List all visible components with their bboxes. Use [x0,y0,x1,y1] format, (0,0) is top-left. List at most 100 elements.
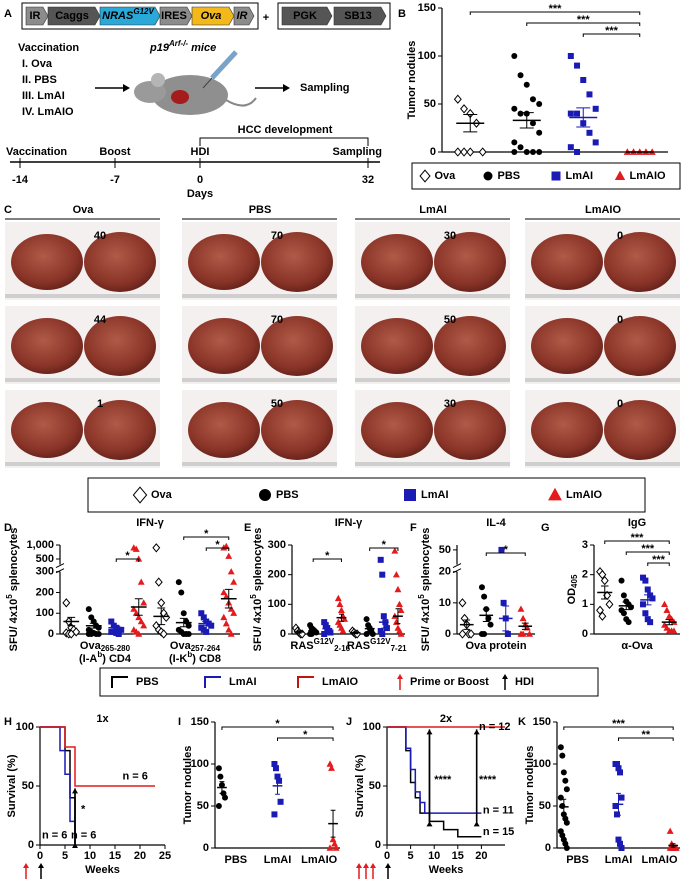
data-point [511,105,518,112]
data-point [460,104,468,114]
text-part: b [97,650,102,659]
sampling-label: Sampling [300,82,350,94]
data-point [640,601,647,608]
x-tick-label: 0 [384,850,390,862]
significance-bracket [221,726,334,730]
significance-bracket [618,737,674,741]
liver [434,400,506,460]
hdi-arrow-head [385,863,391,868]
construct-outline [21,2,259,30]
photo-group-title: PBS [249,204,272,216]
prime-arrow-head [356,863,362,868]
x-tick-label: Ova257-264 [170,640,221,653]
survival-curve [387,726,482,814]
photo-group-title: LmAI [419,204,447,216]
text-part: NRAS [102,10,134,22]
x-tick-label: LmAIO [301,854,338,866]
y-tick-label: 3 [582,539,588,551]
panel-label: A [4,8,12,20]
annotation: * [81,804,86,816]
hcc-label: HCC development [238,124,333,136]
text-part: IR [237,10,248,22]
construct-element [333,6,387,26]
text-part: b [187,650,192,659]
liver [188,318,260,374]
y-tick-label: 0 [430,146,436,158]
x-tick-label: 10 [428,850,440,862]
data-point [517,110,524,117]
tumor-count: 30 [444,398,456,410]
x-tick-label: LmAI [605,854,633,866]
data-point [467,629,475,639]
significance-label: *** [652,554,666,566]
data-point [108,618,115,625]
tumor-count: 1 [97,398,103,410]
x-axis-label: Weeks [85,864,120,876]
data-point [137,578,145,585]
construct-element [281,6,333,26]
data-point [62,598,71,608]
y-axis-label: Tumor nodules [406,41,418,120]
error-bar [134,598,143,616]
y-tick-label: 50 [439,544,451,556]
timeline-event: Sampling [332,146,382,158]
legend-arrow-head [502,674,508,679]
y-tick-label: 1,000 [26,539,54,551]
significance-label: *** [549,3,563,15]
data-point [178,589,185,596]
data-point [460,147,468,157]
photo-group-title: LmAIO [585,204,622,216]
y-axis-label: Tumor nodules [182,746,194,825]
data-point [88,631,95,637]
timeline-xlabel: Days [187,188,213,200]
x-tick-label: 0 [37,850,43,862]
data-point [567,110,574,117]
data-point [517,72,524,79]
text-part: mice [188,42,216,54]
x-tick-label: (I-Kb) CD8 [169,650,221,665]
construct-element [99,6,161,26]
text-part: SFU/ 4x10 [8,599,20,652]
error-bar [353,631,359,635]
y-tick-label: 50 [369,780,381,792]
data-point [478,584,485,591]
liver [434,232,506,292]
legend-label: PBS [276,489,299,501]
error-bar [576,107,591,128]
data-point [574,149,581,155]
data-point [95,631,102,637]
legend-box [411,162,681,190]
data-point [562,777,569,784]
x-tick-label: RASG12V2-16 [290,637,350,653]
data-point [563,845,570,851]
text-part: SB13 [344,10,372,22]
data-point [215,765,222,772]
y-axis-label: Survival (%) [354,754,366,817]
legend-label: LmAIO [566,489,603,501]
data-point [271,811,278,818]
data-point [392,571,400,578]
y-tick-label: 200 [268,569,286,581]
error-bar [665,618,674,626]
data-point [511,139,518,146]
data-point [536,101,543,107]
construct-label: SB13 [344,10,372,22]
data-point [580,77,587,83]
data-point [557,744,564,751]
data-point [563,786,570,793]
y-tick-label: 100 [268,598,286,610]
data-point [308,631,315,637]
error-bar [502,605,510,632]
data-point [458,629,467,639]
y-tick-label: 2 [582,569,588,581]
plus-sign: + [263,12,269,24]
liver [361,402,433,458]
text-part: Ova [80,640,102,652]
legend-marker [548,487,562,501]
text-part: Arf-/- [168,39,188,48]
data-point [617,840,624,847]
data-point [198,610,205,617]
x-tick-label: 20 [134,850,146,862]
y-axis-label: SFU/ 4x105 splenocytes [417,528,432,652]
y-tick-label: 300 [36,566,54,578]
